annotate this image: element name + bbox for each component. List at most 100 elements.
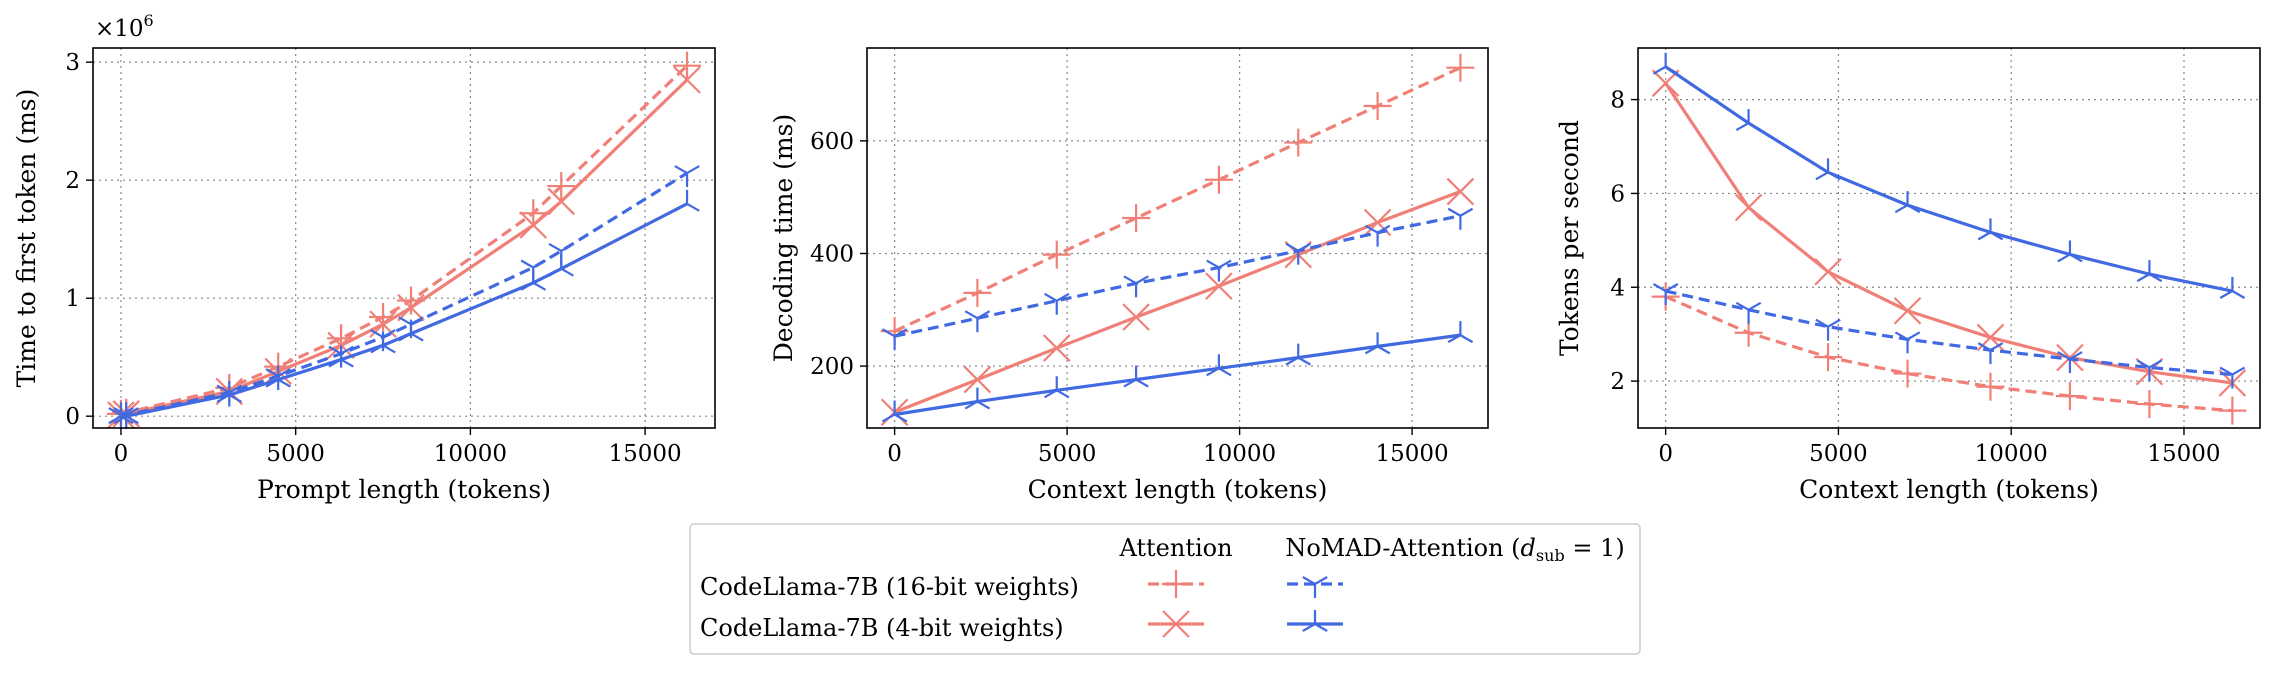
x-axis-label: Prompt length (tokens)	[257, 475, 551, 504]
point-mark-b	[1364, 224, 1379, 234]
point-mark-c	[1665, 65, 1679, 75]
data-point-3-3	[265, 365, 291, 388]
data-point-3-0	[1652, 52, 1679, 75]
point-mark-b	[216, 394, 230, 403]
point-mark-b	[520, 281, 534, 291]
subplot-tokens-per-second: 0 5000 10000 15000 2 4 6 8 Context length (token…	[1555, 47, 2261, 504]
point-mark-c	[1377, 345, 1391, 355]
point-mark-b	[1446, 177, 1475, 206]
legend-row-4bit: CodeLlama-7B (4-bit weights)	[700, 614, 1064, 642]
point-mark-c	[125, 415, 139, 425]
series-line-4-bit-nomad	[120, 202, 688, 418]
series-line-16-bit-attention	[893, 66, 1462, 333]
data-point-3-5	[2057, 240, 2083, 263]
point-mark-c	[1377, 224, 1391, 234]
x-tick-label-3: 15000	[609, 441, 682, 467]
data-point-3-3	[1894, 191, 1921, 214]
point-mark-b	[2136, 359, 2150, 369]
point-mark-c	[2231, 290, 2246, 299]
point-mark-b	[108, 407, 122, 416]
y-axis-label: Tokens per second	[1555, 120, 1584, 356]
point-mark-c	[228, 384, 243, 394]
point-mark-b	[674, 165, 688, 175]
data-point-1-2	[1042, 334, 1071, 362]
point-mark-b	[519, 211, 548, 239]
series-line-4-bit-nomad	[894, 333, 1461, 417]
legend-mark-b	[1302, 623, 1316, 632]
series-line-4-bit-attention	[1664, 82, 2233, 385]
point-mark-b	[370, 329, 384, 339]
point-mark-b	[1044, 389, 1058, 399]
legend-mark-c	[1314, 576, 1328, 585]
axes-frame	[1637, 47, 2261, 429]
y-tick-label-0: 200	[810, 354, 854, 380]
point-mark-c	[1135, 275, 1149, 285]
data-point-1-4	[1205, 272, 1233, 300]
y-multiplier-base: ×10	[95, 16, 144, 42]
data-point-1-1	[963, 365, 992, 394]
data-point-1-3	[1893, 296, 1922, 325]
y-tick-label-1: 4	[1610, 275, 1625, 301]
data-point-0-4	[1204, 165, 1233, 194]
data-point-0-7	[1446, 53, 1475, 82]
point-mark-c	[1665, 283, 1679, 292]
data-point-2-5	[2057, 351, 2083, 374]
data-point-0-7	[2218, 396, 2247, 425]
point-mark-b	[397, 293, 425, 322]
point-mark-b	[520, 259, 534, 269]
point-mark-b	[1123, 275, 1137, 285]
x-tick-label-0: 0	[114, 441, 129, 467]
point-mark-b	[1652, 65, 1667, 75]
data-point-3-4	[328, 345, 354, 368]
point-mark-b	[1893, 296, 1922, 325]
point-mark-c	[686, 165, 700, 175]
data-point-2-1	[964, 310, 991, 333]
point-mark-c	[532, 281, 547, 291]
data-point-0-6	[1363, 91, 1392, 120]
point-mark-b	[216, 384, 230, 394]
point-mark-c	[560, 243, 574, 252]
data-point-0-5	[2055, 382, 2084, 411]
point-mark-b	[2219, 290, 2233, 299]
legend-header-attention: Attention	[1118, 534, 1232, 562]
data-point-1-7	[519, 211, 548, 239]
point-mark-b	[1814, 257, 1842, 286]
point-mark-b	[674, 202, 688, 212]
data-point-0-5	[1284, 128, 1313, 157]
data-point-1-4	[327, 331, 355, 360]
point-mark-c	[382, 329, 396, 339]
point-mark-c	[410, 332, 424, 342]
data-point-2-4	[1977, 342, 2004, 365]
point-mark-b	[1123, 378, 1137, 388]
point-mark-c	[277, 368, 291, 378]
point-mark-b	[327, 331, 355, 360]
legend-marker-0-1	[1302, 576, 1328, 598]
y-tick-label-2: 600	[810, 129, 854, 155]
y-multiplier-exponent: 6	[144, 11, 154, 30]
point-mark-c	[1827, 171, 1841, 181]
data-point-3-4	[1206, 354, 1232, 377]
point-mark-b	[1815, 318, 1829, 328]
data-point-3-1	[1735, 109, 1762, 132]
point-mark-c	[1459, 334, 1474, 344]
point-mark-b	[1364, 345, 1379, 355]
point-mark-c	[1748, 301, 1762, 311]
y-tick-label-1: 400	[810, 241, 854, 267]
data-point-1-1	[1734, 193, 1763, 222]
point-mark-b	[328, 345, 342, 355]
point-mark-c	[1827, 318, 1841, 328]
point-mark-c	[228, 394, 243, 403]
point-mark-b	[1734, 193, 1763, 222]
point-mark-c	[532, 259, 547, 269]
data-point-2-4	[1206, 259, 1232, 282]
y-tick-label-0: 2	[1610, 369, 1625, 395]
series-line-4-bit-attention	[894, 190, 1461, 414]
data-point-0-6	[2135, 390, 2164, 419]
data-point-0-9	[673, 51, 702, 80]
legend-mark-c	[1314, 623, 1328, 632]
legend-marker-1-1	[1302, 610, 1328, 632]
data-point-2-0	[881, 328, 908, 351]
data-point-3-4	[1977, 218, 2004, 241]
legend-marker-0-0	[1162, 570, 1190, 598]
data-point-0-7	[519, 199, 548, 228]
